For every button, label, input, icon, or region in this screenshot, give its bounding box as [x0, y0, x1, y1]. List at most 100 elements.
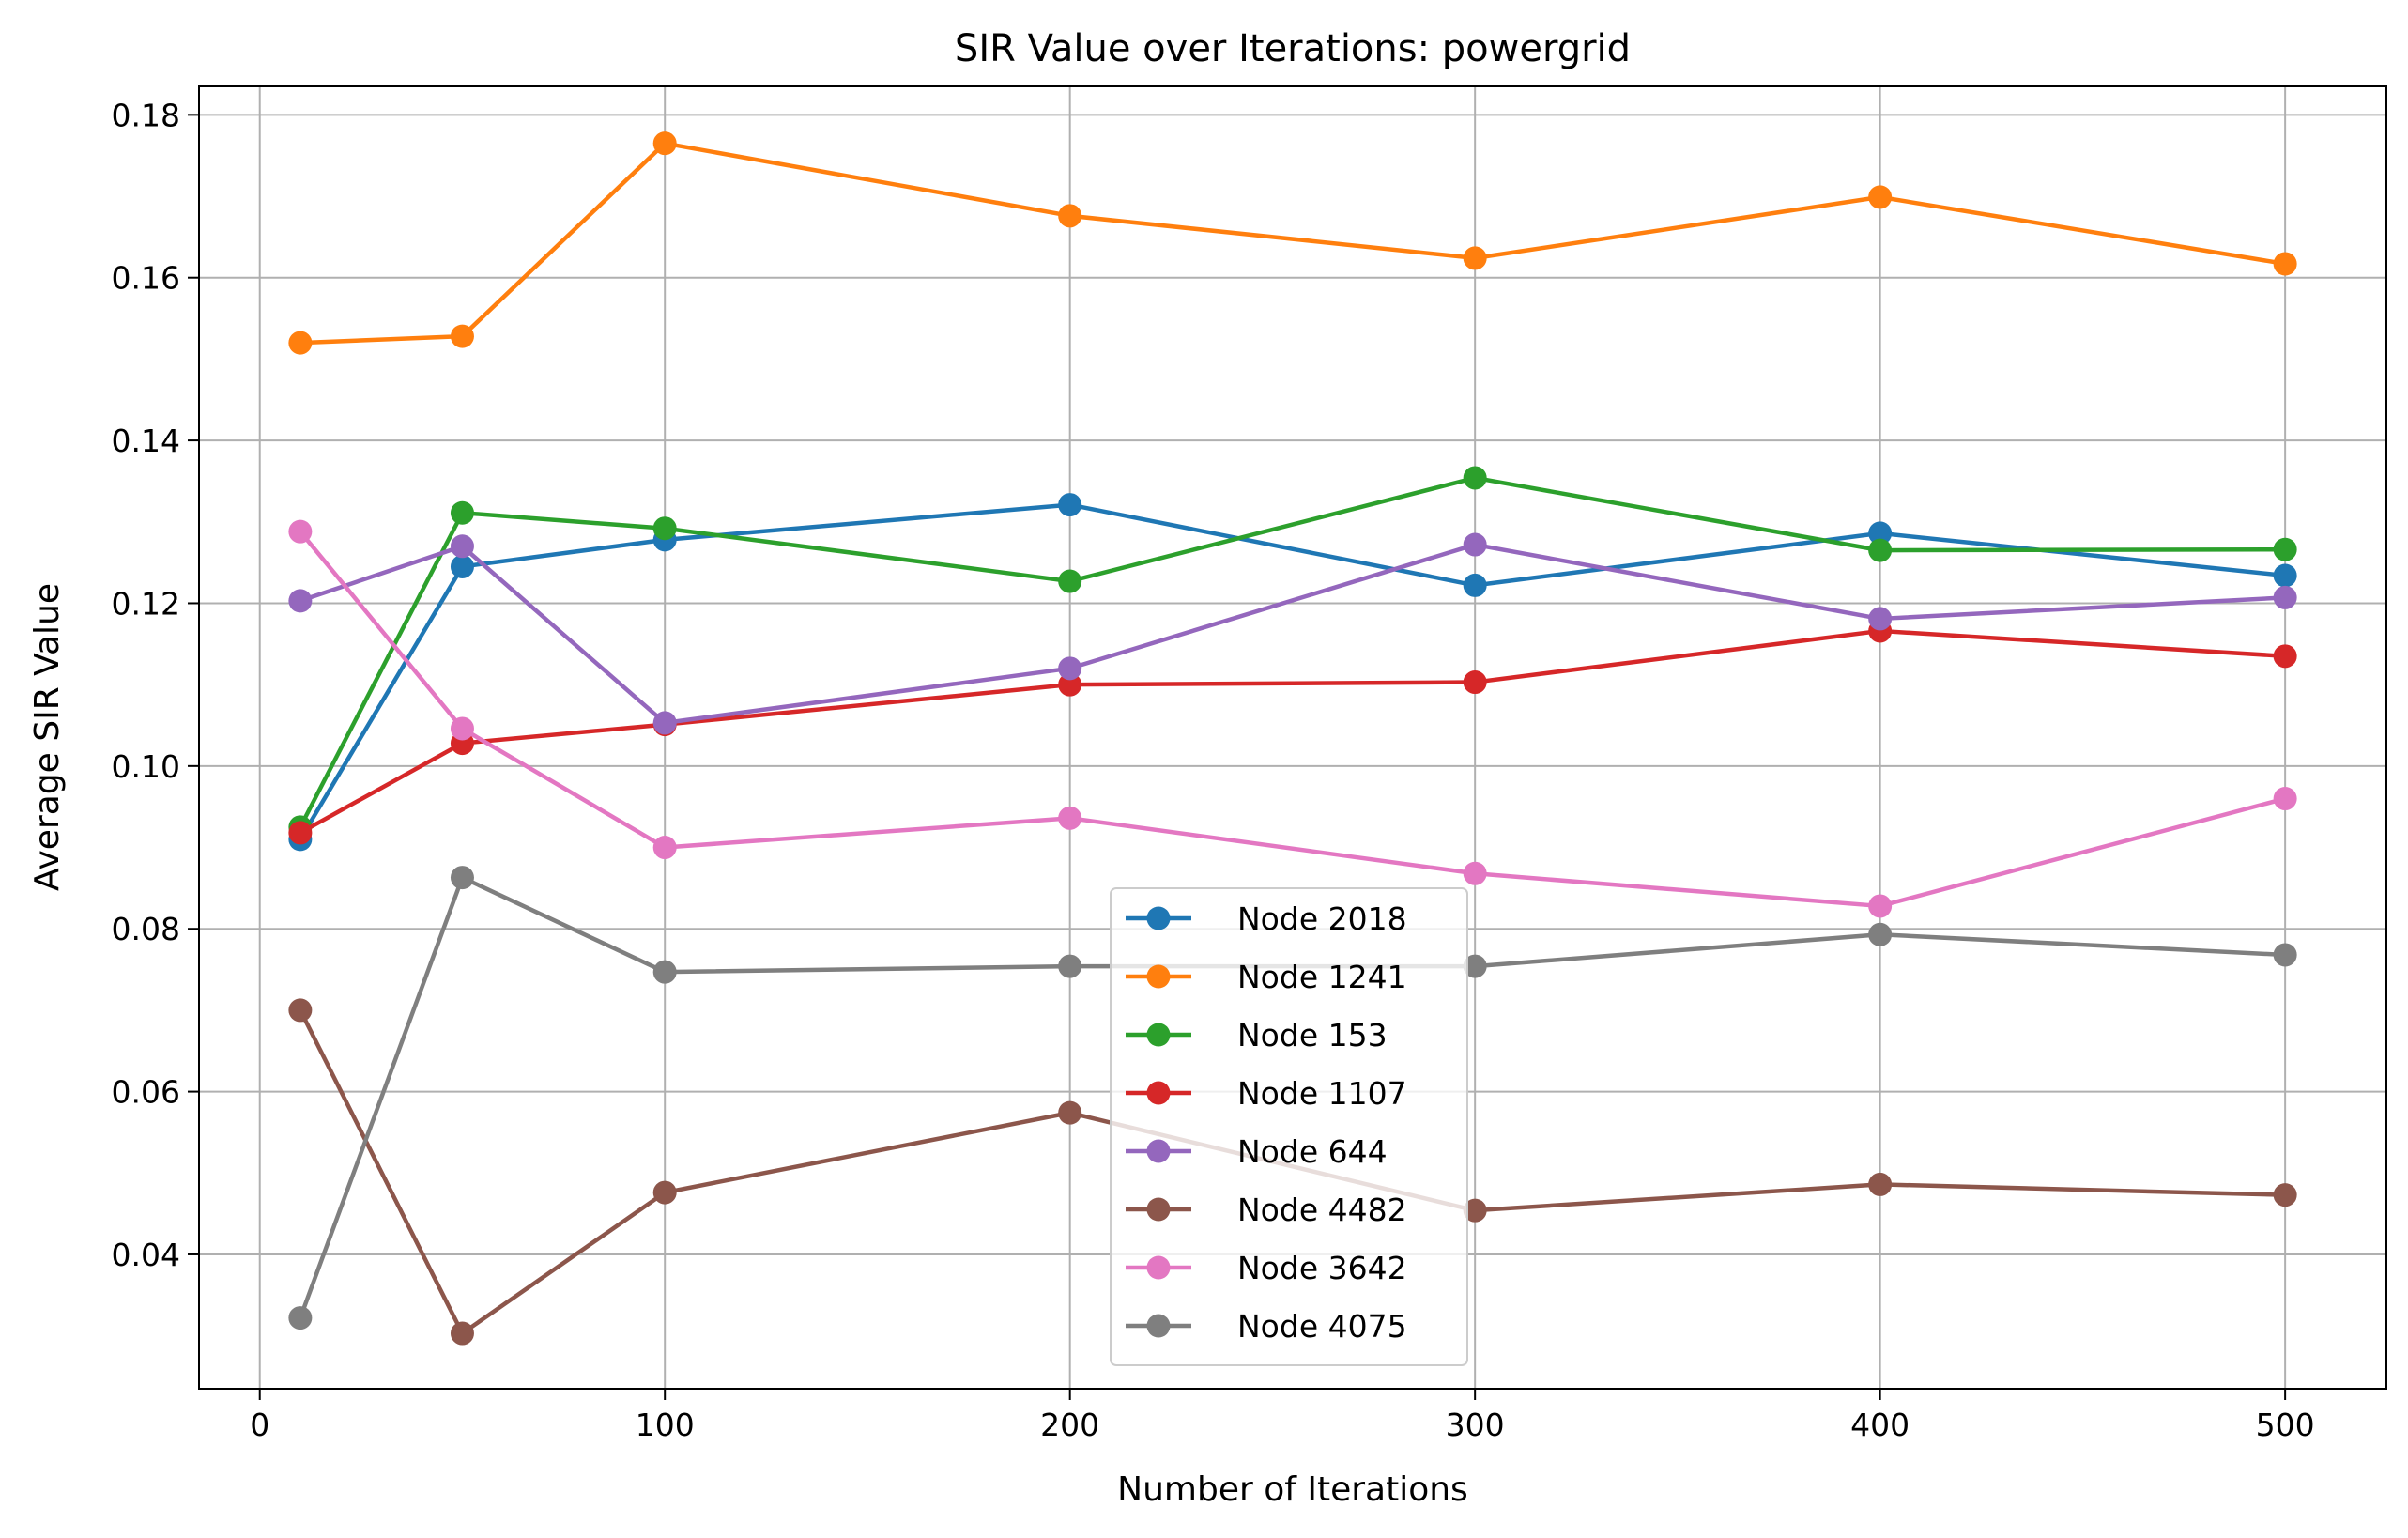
data-point [288, 1306, 313, 1330]
data-point [1463, 532, 1487, 557]
data-point [2273, 585, 2297, 609]
x-axis-label: Number of Iterations [1117, 1470, 1468, 1509]
chart-title: SIR Value over Iterations: powergrid [955, 27, 1631, 70]
y-tick-label: 0.12 [112, 585, 180, 622]
legend-marker [1146, 906, 1171, 930]
x-tick-label: 400 [1850, 1407, 1910, 1443]
y-tick-label: 0.18 [112, 97, 180, 133]
y-tick-label: 0.16 [112, 260, 180, 297]
legend: Node 2018 Node 1241 Node 153 Node 1107 Node … [1110, 887, 1468, 1366]
series-group [288, 131, 2297, 1346]
x-tick-label: 300 [1446, 1407, 1505, 1443]
legend-marker [1146, 1255, 1171, 1280]
y-tick-label: 0.04 [112, 1237, 180, 1273]
legend-item: Node 644 [1126, 1133, 1388, 1170]
legend-label: Node 1107 [1237, 1075, 1407, 1112]
data-point [450, 500, 474, 525]
data-point [1868, 521, 1893, 546]
data-point [1868, 185, 1893, 209]
legend-marker [1146, 1314, 1171, 1338]
data-point [1058, 493, 1082, 517]
data-point [1463, 954, 1487, 978]
data-point [652, 960, 677, 984]
legend-item: Node 4482 [1126, 1192, 1407, 1228]
x-tick-label: 100 [636, 1407, 695, 1443]
legend-label: Node 644 [1237, 1133, 1388, 1170]
data-point [450, 534, 474, 559]
legend-item: Node 153 [1126, 1017, 1388, 1054]
legend-marker [1146, 1139, 1171, 1163]
data-point [288, 331, 313, 355]
series-node-4482 [288, 998, 2297, 1346]
data-point [1463, 466, 1487, 490]
x-axis: 0 100 200 300 400 500 [250, 1389, 2315, 1443]
data-point [288, 998, 313, 1023]
data-point [1058, 954, 1082, 978]
legend-label: Node 3642 [1237, 1250, 1407, 1286]
data-point [2273, 787, 2297, 811]
data-point [1058, 656, 1082, 681]
y-tick-label: 0.08 [112, 911, 180, 947]
data-point [1463, 670, 1487, 695]
data-point [1463, 861, 1487, 885]
x-tick-label: 0 [250, 1407, 269, 1443]
y-tick-label: 0.06 [112, 1074, 180, 1111]
data-point [652, 711, 677, 735]
x-tick-label: 500 [2256, 1407, 2315, 1443]
data-point [1058, 569, 1082, 593]
data-point [1868, 1172, 1893, 1196]
data-point [2273, 943, 2297, 967]
data-point [1868, 607, 1893, 631]
y-tick-label: 0.10 [112, 748, 180, 785]
data-point [2273, 252, 2297, 276]
legend-marker [1146, 964, 1171, 989]
series-node-1241 [288, 131, 2297, 355]
legend-item: Node 4075 [1126, 1308, 1407, 1345]
data-point [1868, 922, 1893, 946]
data-point [652, 1180, 677, 1205]
data-point [1463, 573, 1487, 597]
data-point [450, 716, 474, 741]
data-point [288, 821, 313, 845]
legend-box [1110, 887, 1468, 1366]
data-point [1058, 806, 1082, 830]
series-node-644 [288, 532, 2297, 735]
legend-label: Node 2018 [1237, 900, 1407, 937]
data-point [2273, 537, 2297, 561]
data-point [1868, 894, 1893, 918]
series-node-3642 [288, 519, 2297, 918]
y-axis-label: Average SIR Value [28, 583, 67, 891]
data-point [2273, 644, 2297, 669]
data-point [450, 324, 474, 348]
data-point [652, 131, 677, 156]
data-point [450, 866, 474, 890]
data-point [1868, 538, 1893, 562]
axes-frame [198, 85, 2387, 1390]
data-point [1058, 1100, 1082, 1125]
legend-label: Node 153 [1237, 1017, 1388, 1054]
data-point [450, 1321, 474, 1346]
legend-label: Node 1241 [1237, 959, 1407, 995]
legend-item: Node 1107 [1126, 1075, 1407, 1112]
y-axis: 0.04 0.06 0.08 0.10 0.12 0.14 0.16 0.18 [112, 97, 199, 1273]
data-point [288, 589, 313, 613]
legend-marker [1146, 1197, 1171, 1222]
data-point [1058, 204, 1082, 228]
legend-marker [1146, 1023, 1171, 1047]
y-tick-label: 0.14 [112, 423, 180, 459]
legend-label: Node 4482 [1237, 1192, 1407, 1228]
data-point [652, 836, 677, 860]
legend-item: Node 2018 [1126, 900, 1407, 937]
data-point [2273, 1183, 2297, 1207]
data-point [652, 516, 677, 541]
data-point [450, 554, 474, 578]
data-point [1058, 672, 1082, 697]
x-tick-label: 200 [1040, 1407, 1099, 1443]
data-point [288, 519, 313, 544]
data-point [2273, 563, 2297, 588]
legend-item: Node 3642 [1126, 1250, 1407, 1286]
data-point [1463, 1198, 1487, 1223]
legend-item: Node 1241 [1126, 959, 1407, 995]
legend-marker [1146, 1081, 1171, 1105]
